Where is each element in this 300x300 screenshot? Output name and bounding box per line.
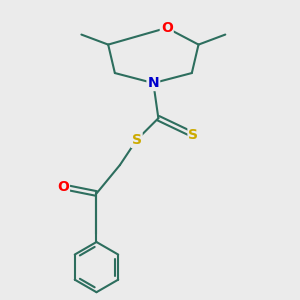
Text: O: O	[57, 180, 69, 194]
Text: S: S	[188, 128, 199, 142]
Text: S: S	[132, 133, 142, 147]
Text: O: O	[161, 21, 173, 35]
Text: N: N	[148, 76, 159, 90]
